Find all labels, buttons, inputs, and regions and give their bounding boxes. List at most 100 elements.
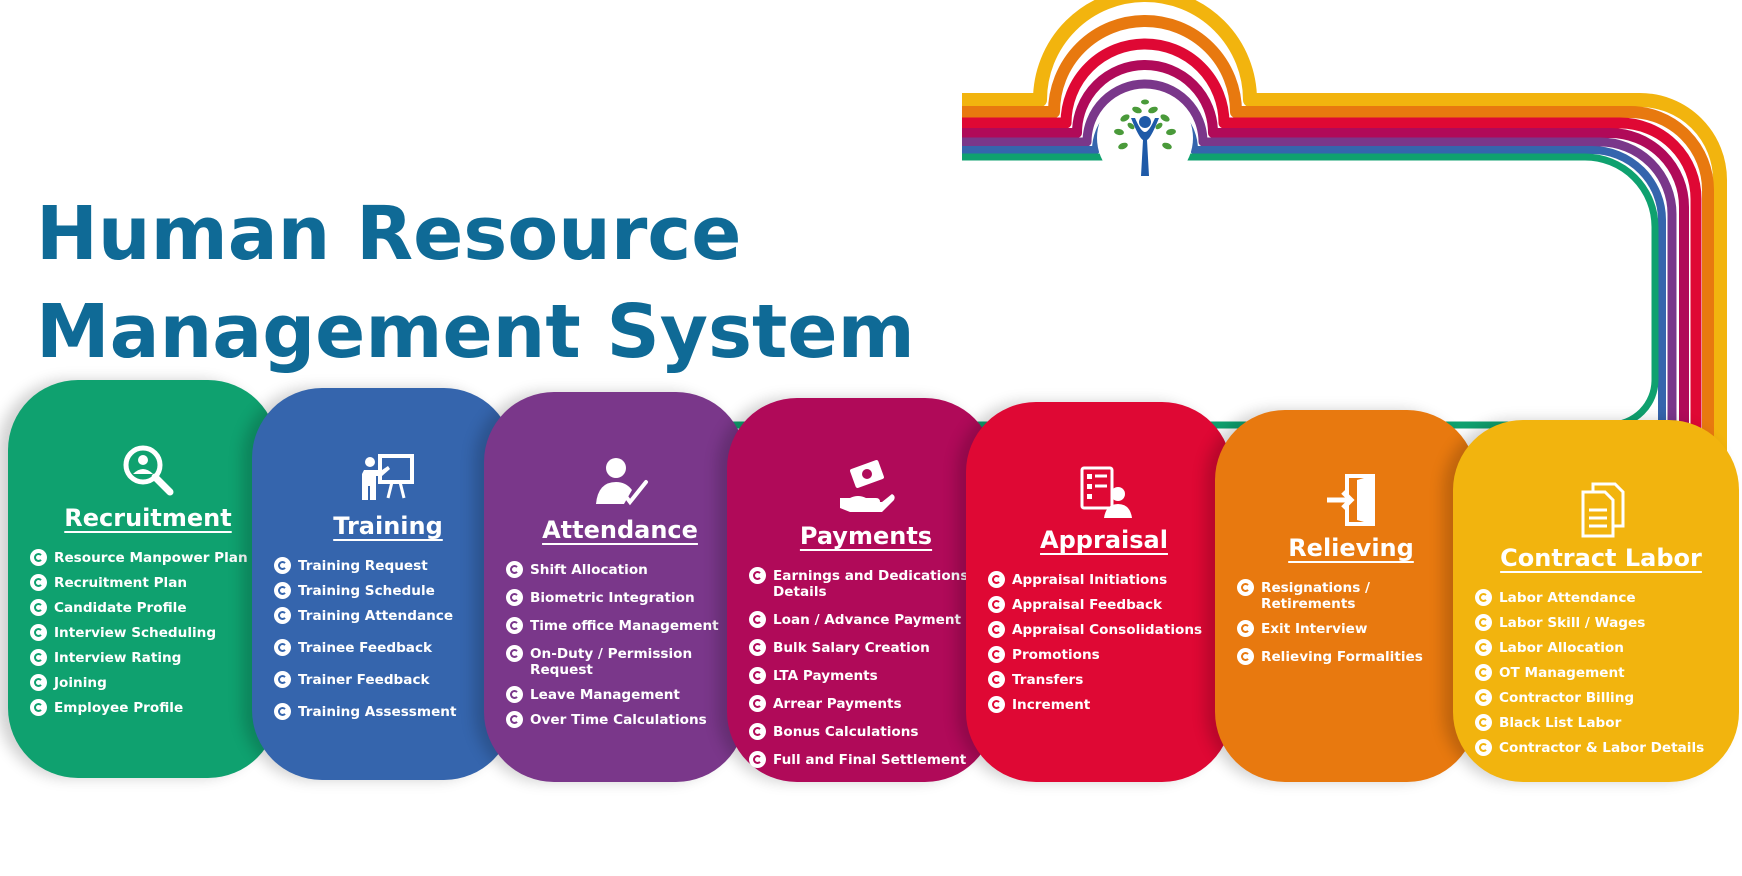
bullet-icon [506,617,523,634]
list-item: Leave Management [506,686,734,703]
module-card-relieving: Relieving Resignations / Retirements Exi… [1215,410,1477,782]
bullet-icon [274,607,291,624]
bullet-icon [1475,614,1492,631]
bullet-icon [506,645,523,662]
list-item: Shift Allocation [506,561,734,578]
list-item: Time office Management [506,617,734,634]
module-card-appraisal: Appraisal Appraisal Initiations Appraisa… [966,402,1232,782]
bullet-icon [274,639,291,656]
bullet-icon [30,699,47,716]
documents-icon [1571,480,1631,540]
checklist-person-icon [1074,462,1134,522]
bullet-icon [506,561,523,578]
bullet-icon [1475,664,1492,681]
list-item: Interview Scheduling [30,624,266,641]
module-card-payments: Payments Earnings and Dedications Detail… [727,398,995,782]
bullet-icon [506,711,523,728]
bullet-icon [749,667,766,684]
list-item: Appraisal Feedback [988,596,1220,613]
bullet-icon [30,599,47,616]
magnifier-person-icon [118,440,178,500]
module-title: Payments [799,522,933,550]
bullet-icon [749,639,766,656]
bullet-icon [1475,589,1492,606]
bullet-icon [988,571,1005,588]
list-item: Labor Skill / Wages [1475,614,1727,631]
bullet-icon [749,695,766,712]
bullet-icon [1237,620,1254,637]
list-item: Trainee Feedback [274,639,502,656]
list-item: Over Time Calculations [506,711,734,728]
module-title: Appraisal [1040,526,1168,554]
list-item: Training Assessment [274,703,502,720]
list-item: Employee Profile [30,699,266,716]
bullet-icon [1475,639,1492,656]
module-title: Training [333,512,443,540]
list-item: Interview Rating [30,649,266,666]
bullet-icon [506,686,523,703]
list-item: Joining [30,674,266,691]
bullet-icon [1475,714,1492,731]
list-item: Biometric Integration [506,589,734,606]
module-card-training: Training Training Request Training Sched… [252,388,514,780]
module-card-attendance: Attendance Shift Allocation Biometric In… [484,392,746,782]
list-item: Training Schedule [274,582,502,599]
page-title: Human Resource Management System [36,185,915,381]
module-title: Contract Labor [1500,544,1702,572]
list-item: Recruitment Plan [30,574,266,591]
bullet-icon [30,574,47,591]
list-item: Relieving Formalities [1237,648,1465,665]
list-item: Resignations / Retirements [1237,579,1465,612]
bullet-icon [749,611,766,628]
bullet-icon [274,671,291,688]
list-item: Full and Final Settlement [749,751,983,768]
list-item: Loan / Advance Payment [749,611,983,628]
list-item: Labor Allocation [1475,639,1727,656]
bullet-icon [749,723,766,740]
module-card-recruitment: Recruitment Resource Manpower Plan Recru… [8,380,278,778]
list-item: Candidate Profile [30,599,266,616]
bullet-icon [274,703,291,720]
list-item: Exit Interview [1237,620,1465,637]
list-item: LTA Payments [749,667,983,684]
list-item: Bonus Calculations [749,723,983,740]
list-item: Trainer Feedback [274,671,502,688]
bullet-icon [506,589,523,606]
title-line-1: Human Resource [36,191,742,277]
list-item: OT Management [1475,664,1727,681]
bullet-icon [30,549,47,566]
list-item: Increment [988,696,1220,713]
bullet-icon [30,649,47,666]
list-item: Labor Attendance [1475,589,1727,606]
bullet-icon [1237,579,1254,596]
bullet-icon [274,582,291,599]
list-item: Appraisal Consolidations [988,621,1220,638]
bullet-icon [30,624,47,641]
bullet-icon [1475,739,1492,756]
bullet-icon [274,557,291,574]
module-card-contract-labor: Contract Labor Labor Attendance Labor Sk… [1453,420,1739,782]
list-item: Arrear Payments [749,695,983,712]
list-item: On-Duty / Permission Request [506,645,734,678]
bullet-icon [1237,648,1254,665]
list-item: Training Request [274,557,502,574]
bullet-icon [988,696,1005,713]
bullet-icon [988,671,1005,688]
bullet-icon [749,567,766,584]
module-title: Attendance [542,516,698,544]
list-item: Bulk Salary Creation [749,639,983,656]
exit-door-icon [1321,470,1381,530]
list-item: Training Attendance [274,607,502,624]
list-item: Resource Manpower Plan [30,549,266,566]
module-title: Relieving [1288,534,1414,562]
bullet-icon [988,596,1005,613]
list-item: Transfers [988,671,1220,688]
bullet-icon [749,751,766,768]
list-item: Black List Labor [1475,714,1727,731]
list-item: Contractor Billing [1475,689,1727,706]
hand-money-icon [836,458,896,518]
bullet-icon [30,674,47,691]
bullet-icon [988,646,1005,663]
list-item: Appraisal Initiations [988,571,1220,588]
title-line-2: Management System [36,289,915,375]
